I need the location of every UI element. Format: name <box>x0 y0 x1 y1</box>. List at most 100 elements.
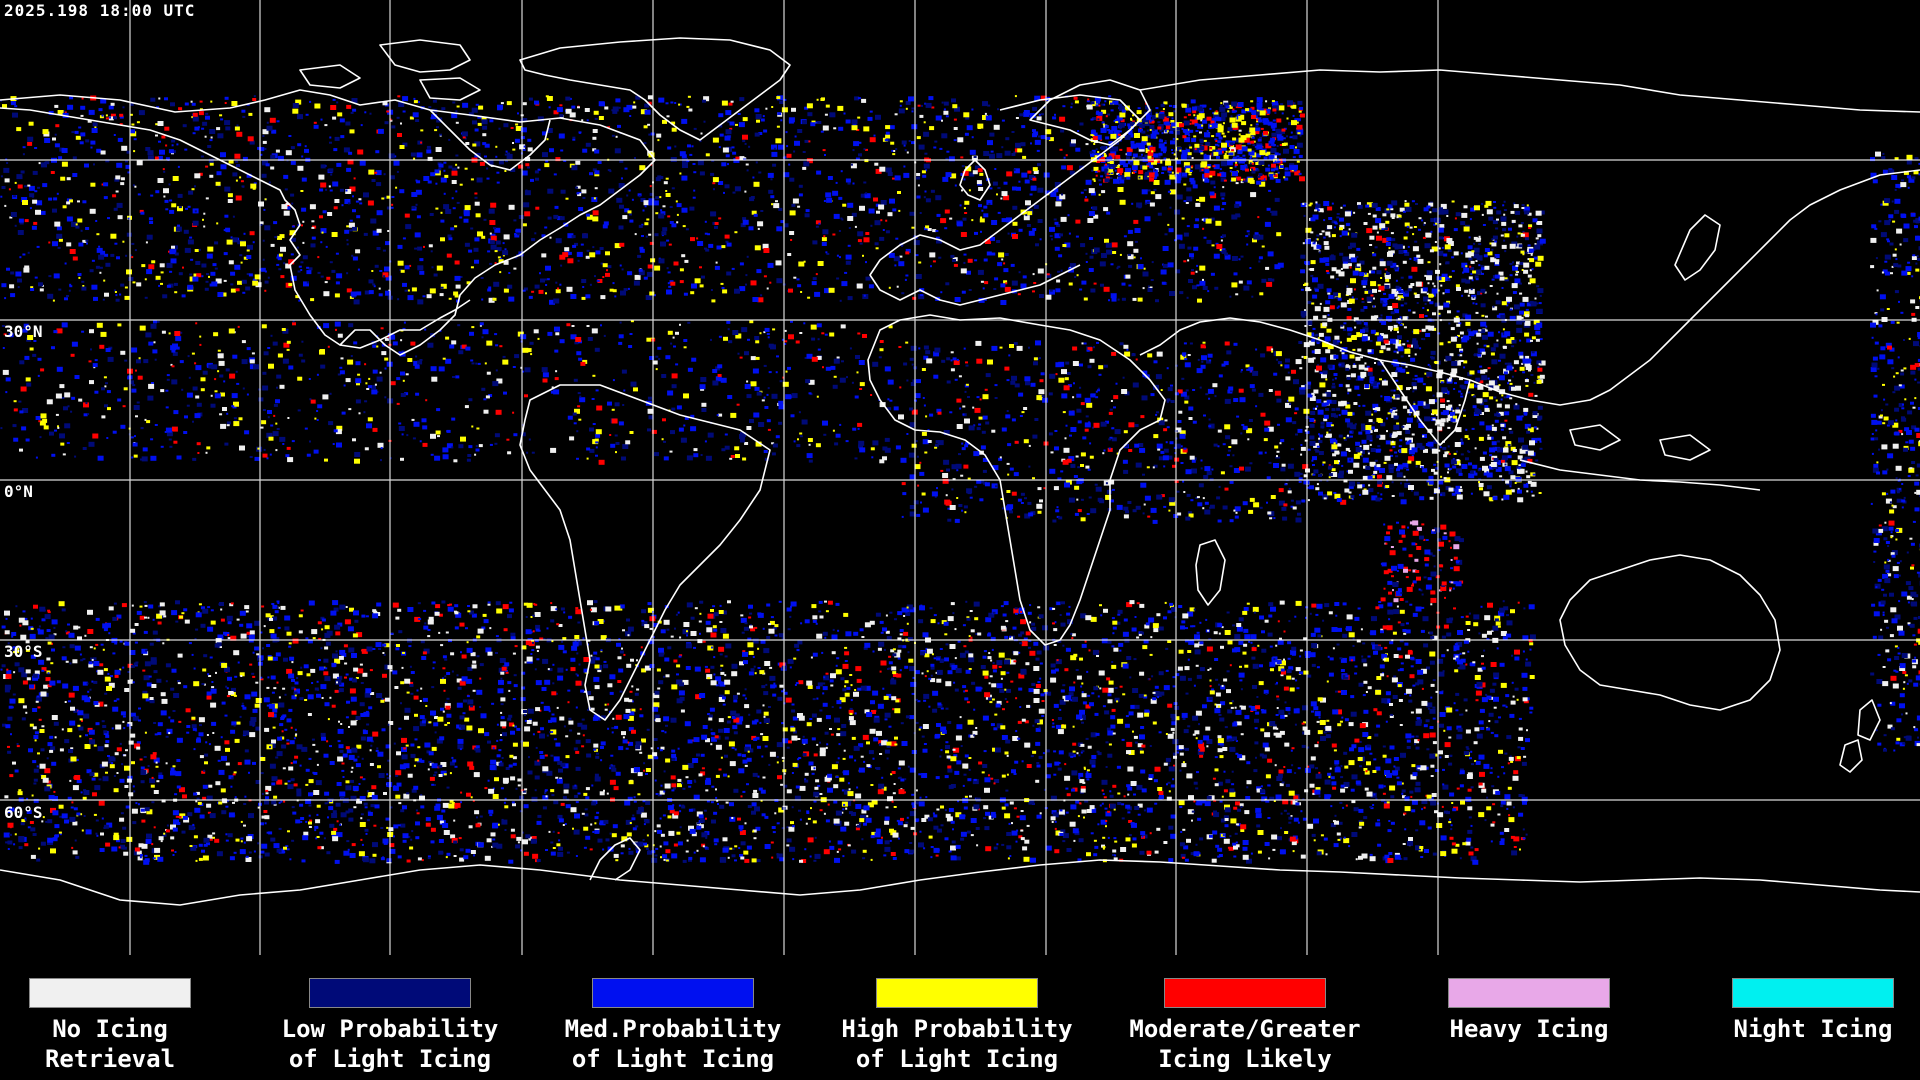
icing-pixel <box>1323 497 1327 500</box>
icing-pixel <box>724 433 728 436</box>
icing-pixel <box>572 244 577 248</box>
icing-pixel <box>64 111 67 114</box>
icing-pixel <box>1110 293 1117 299</box>
icing-pixel <box>896 285 899 288</box>
icing-pixel <box>976 180 982 185</box>
icing-pixel <box>608 188 615 194</box>
icing-pixel <box>285 263 292 269</box>
icing-pixel <box>1468 236 1471 239</box>
icing-pixel <box>1539 294 1542 297</box>
icing-pixel <box>89 329 94 334</box>
icing-pixel <box>1367 452 1370 455</box>
icing-pixel <box>909 211 915 216</box>
icing-pixel <box>1506 296 1512 302</box>
icing-pixel <box>1356 481 1360 484</box>
icing-pixel <box>1329 305 1335 310</box>
icing-pixel <box>1327 344 1334 350</box>
icing-pixel <box>1407 344 1411 348</box>
icing-pixel <box>863 237 870 243</box>
icing-pixel <box>1485 315 1488 318</box>
icing-pixel <box>990 150 994 153</box>
icing-pixel <box>46 399 53 405</box>
icing-pixel <box>634 233 637 236</box>
icing-pixel <box>915 274 922 279</box>
icing-pixel <box>1477 353 1482 357</box>
icing-pixel <box>597 161 602 164</box>
icing-pixel <box>1397 295 1404 301</box>
icing-pixel <box>670 430 675 435</box>
icing-pixel <box>639 248 645 253</box>
icing-pixel <box>223 252 228 256</box>
icing-pixel <box>1539 338 1543 341</box>
icing-pixel <box>438 163 444 168</box>
icing-pixel <box>63 406 68 411</box>
icing-pixel <box>875 114 881 120</box>
icing-pixel <box>309 398 312 401</box>
icing-pixel <box>1243 285 1250 291</box>
icing-pixel <box>1314 306 1321 312</box>
icing-pixel <box>1202 278 1204 281</box>
icing-pixel <box>1504 463 1507 466</box>
icing-pixel <box>1323 219 1326 222</box>
icing-pixel <box>316 419 319 421</box>
icing-pixel <box>1452 458 1455 461</box>
icing-pixel <box>210 394 213 397</box>
icing-pixel <box>48 197 53 201</box>
icing-pixel <box>1448 322 1451 325</box>
icing-pixel <box>851 119 858 125</box>
icing-pixel <box>1092 117 1096 120</box>
icing-pixel <box>1123 235 1127 238</box>
icing-pixel <box>323 323 330 329</box>
icing-pixel <box>1360 356 1363 359</box>
icing-pixel <box>231 101 238 106</box>
icing-pixel <box>1461 294 1464 297</box>
icing-pixel <box>704 232 708 235</box>
icing-pixel <box>899 386 902 389</box>
icing-pixel <box>1330 401 1333 404</box>
icing-pixel <box>1421 338 1424 340</box>
icing-pixel <box>147 155 154 161</box>
icing-pixel <box>66 442 70 444</box>
icing-pixel <box>93 296 98 301</box>
icing-pixel <box>789 177 795 182</box>
icing-pixel <box>1012 221 1018 226</box>
icing-pixel <box>1328 217 1333 220</box>
icing-pixel <box>341 204 344 207</box>
icing-pixel <box>208 275 210 278</box>
icing-pixel <box>586 447 591 451</box>
icing-pixel <box>745 274 748 277</box>
icing-pixel <box>14 224 17 227</box>
icing-pixel <box>512 366 516 368</box>
icing-pixel <box>873 197 878 202</box>
icing-pixel <box>1520 250 1525 254</box>
icing-pixel <box>382 101 388 106</box>
icing-pixel <box>892 208 897 212</box>
icing-pixel <box>220 392 225 397</box>
icing-pixel <box>436 408 441 412</box>
icing-pixel <box>1404 202 1410 207</box>
icing-pixel <box>1450 417 1456 422</box>
icing-pixel <box>618 421 624 426</box>
icing-pixel <box>1511 375 1514 378</box>
icing-pixel <box>696 237 699 240</box>
icing-pixel <box>1338 414 1341 417</box>
icing-pixel <box>1146 163 1149 166</box>
icing-pixel <box>1324 245 1330 250</box>
icing-pixel <box>1201 218 1204 221</box>
icing-pixel <box>443 161 447 164</box>
icing-pixel <box>1338 271 1345 277</box>
icing-pixel <box>1407 245 1410 248</box>
icing-pixel <box>304 427 308 430</box>
icing-pixel <box>1346 470 1349 473</box>
icing-pixel <box>402 379 405 382</box>
icing-pixel <box>1411 330 1414 333</box>
icing-pixel <box>1393 389 1396 392</box>
icing-pixel <box>378 293 383 297</box>
icing-pixel <box>718 146 721 149</box>
icing-pixel <box>663 440 666 443</box>
icing-pixel <box>272 431 279 437</box>
icing-pixel <box>784 340 788 343</box>
icing-pixel <box>233 421 240 427</box>
icing-pixel <box>120 350 126 355</box>
icing-pixel <box>655 196 660 200</box>
